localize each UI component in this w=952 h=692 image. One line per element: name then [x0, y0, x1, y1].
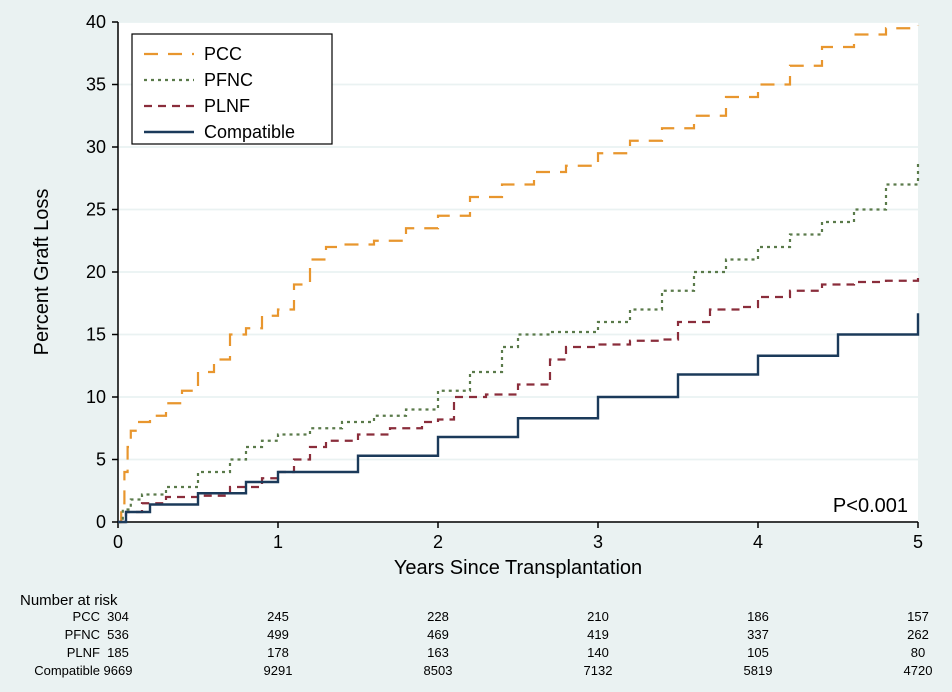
y-tick-label: 40: [86, 12, 106, 32]
risk-cell: 210: [563, 609, 633, 624]
risk-cell: 7132: [563, 663, 633, 678]
legend-label: Compatible: [204, 122, 295, 142]
y-axis-label: Percent Graft Loss: [31, 189, 53, 356]
legend-label: PCC: [204, 44, 242, 64]
legend-label: PLNF: [204, 96, 250, 116]
x-tick-label: 0: [113, 532, 123, 552]
risk-cell: 105: [723, 645, 793, 660]
risk-cell: 80: [883, 645, 952, 660]
risk-cell: 499: [243, 627, 313, 642]
risk-cell: 185: [83, 645, 153, 660]
figure-container: 0 5 10 15 20 25 30 35 40 0 1 2 3 4 5 Years Since Transp…: [0, 0, 952, 692]
risk-title: Number at risk: [20, 592, 118, 609]
risk-cell: 140: [563, 645, 633, 660]
x-tick-label: 1: [273, 532, 283, 552]
p-value: P<0.001: [833, 495, 908, 517]
risk-cell: 186: [723, 609, 793, 624]
risk-cell: 245: [243, 609, 313, 624]
risk-cell: 469: [403, 627, 473, 642]
risk-cell: 262: [883, 627, 952, 642]
risk-cell: 9291: [243, 663, 313, 678]
risk-cell: 4720: [883, 663, 952, 678]
y-tick-label: 30: [86, 137, 106, 157]
x-tick-label: 3: [593, 532, 603, 552]
survival-chart: 0 5 10 15 20 25 30 35 40 0 1 2 3 4 5 Years Since Transp…: [0, 0, 952, 588]
risk-cell: 157: [883, 609, 952, 624]
risk-row: PCC304245228210186157: [20, 609, 118, 627]
risk-cell: 163: [403, 645, 473, 660]
risk-cell: 536: [83, 627, 153, 642]
number-at-risk-table: Number at riskPCC304245228210186157PFNC5…: [20, 592, 118, 681]
risk-cell: 419: [563, 627, 633, 642]
y-tick-label: 35: [86, 75, 106, 95]
risk-row: PLNF18517816314010580: [20, 645, 118, 663]
risk-cell: 304: [83, 609, 153, 624]
legend-label: PFNC: [204, 70, 253, 90]
x-tick-label: 5: [913, 532, 923, 552]
y-tick-label: 15: [86, 325, 106, 345]
risk-row: PFNC536499469419337262: [20, 627, 118, 645]
x-axis-label: Years Since Transplantation: [394, 557, 642, 579]
y-tick-label: 10: [86, 387, 106, 407]
risk-row: Compatible966992918503713258194720: [20, 663, 118, 681]
risk-cell: 9669: [83, 663, 153, 678]
y-tick-label: 0: [96, 512, 106, 532]
risk-cell: 5819: [723, 663, 793, 678]
y-tick-label: 5: [96, 450, 106, 470]
x-tick-label: 4: [753, 532, 763, 552]
risk-cell: 8503: [403, 663, 473, 678]
y-tick-label: 20: [86, 262, 106, 282]
risk-cell: 178: [243, 645, 313, 660]
y-tick-label: 25: [86, 200, 106, 220]
risk-cell: 228: [403, 609, 473, 624]
risk-cell: 337: [723, 627, 793, 642]
x-tick-label: 2: [433, 532, 443, 552]
